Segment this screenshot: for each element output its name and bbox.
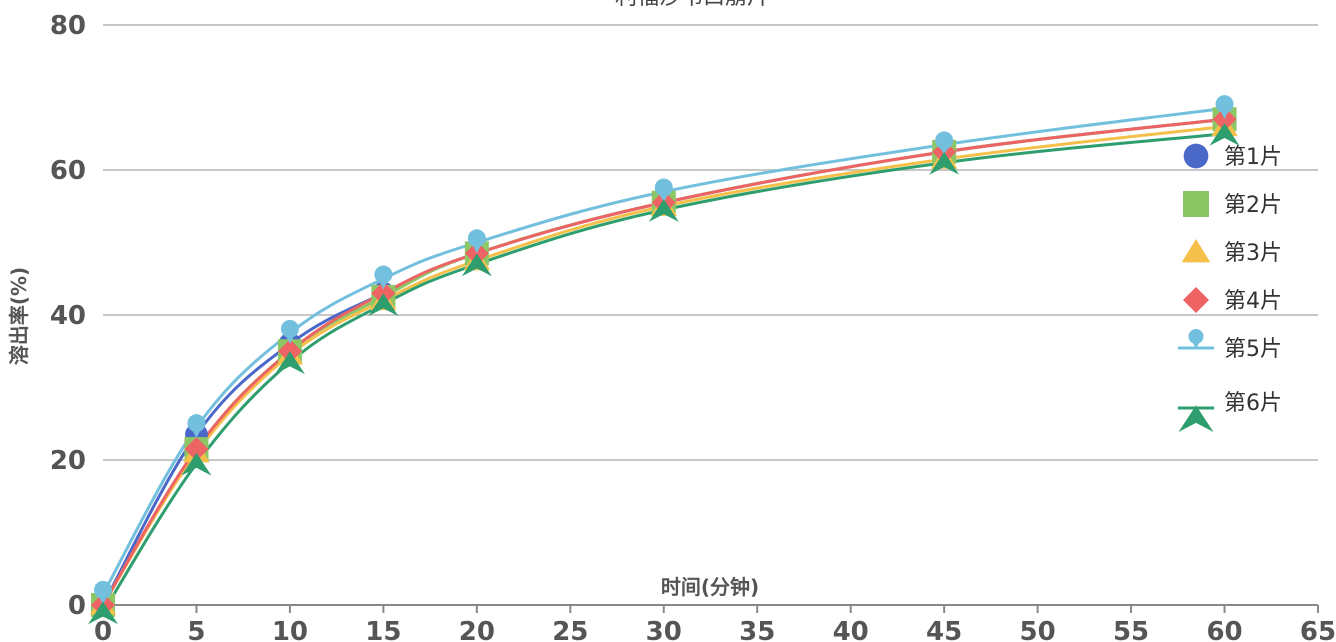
series-group [88,95,1240,624]
y-tick-label: 0 [68,591,86,621]
y-tick-labels: 0 20 40 60 80 [50,11,86,621]
chart-title: 利福沙韦口崩片 [615,0,769,10]
legend-label: 第5片 [1224,337,1282,362]
pin-marker [1189,329,1204,349]
x-tick-label: 55 [1113,617,1149,642]
x-tick-label: 50 [1020,617,1056,642]
grid-lines [103,25,1318,613]
y-tick-label: 40 [50,301,86,331]
x-tick-label: 65 [1300,617,1336,642]
x-tick-label: 45 [926,617,962,642]
legend-item: 第3片 [1182,239,1282,266]
x-axis-title: 时间(分钟) [661,575,759,599]
legend-label: 第2片 [1224,193,1282,218]
x-tick-labels: 0 5 10 15 20 25 30 35 40 45 50 55 60 65 [94,617,1336,642]
legend-item: 第1片 [1184,144,1282,170]
x-tick-label: 40 [833,617,869,642]
y-tick-label: 80 [50,11,86,41]
series-5-markers [94,95,1234,605]
legend-item: 第6片 [1178,391,1282,432]
y-tick-label: 20 [50,446,86,476]
square-marker [1183,191,1209,217]
x-tick-label: 20 [459,617,495,642]
legend-item: 第2片 [1183,191,1282,218]
y-tick-label: 60 [50,156,86,186]
x-tick-label: 25 [552,617,588,642]
legend-label: 第3片 [1224,241,1282,266]
circle-marker [1184,144,1209,169]
x-tick-label: 10 [272,617,308,642]
legend-item: 第5片 [1178,329,1282,362]
x-tick-label: 5 [187,617,205,642]
x-tick-label: 15 [365,617,401,642]
legend-item: 第4片 [1183,287,1282,314]
legend-label: 第6片 [1224,391,1282,416]
legend-label: 第1片 [1224,145,1282,170]
legend-label: 第4片 [1224,289,1282,314]
diamond-marker [1183,287,1209,313]
x-tick-label: 35 [739,617,775,642]
x-tick-label: 0 [94,617,112,642]
y-axis-title: 溶出率(%) [7,267,31,365]
triangle-marker [1182,239,1211,262]
x-tick-label: 60 [1206,617,1242,642]
x-tick-label: 30 [646,617,682,642]
